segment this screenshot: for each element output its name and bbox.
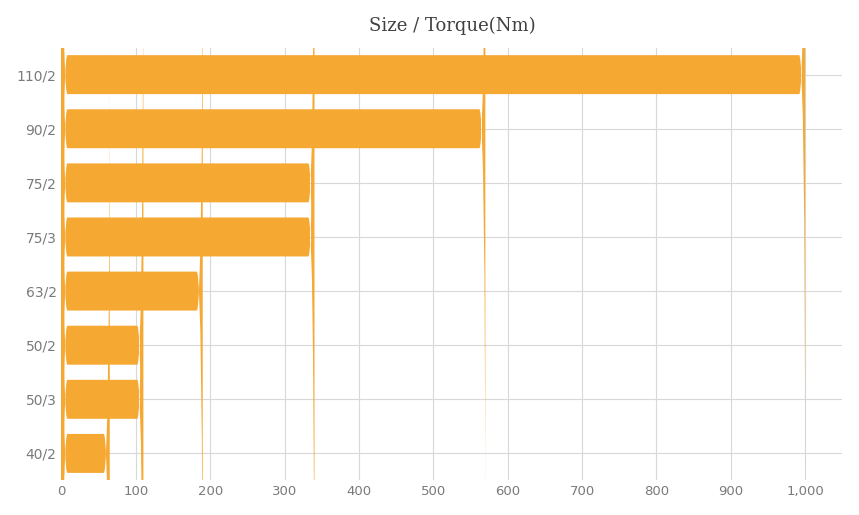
- FancyBboxPatch shape: [61, 40, 110, 515]
- FancyBboxPatch shape: [61, 0, 143, 515]
- FancyBboxPatch shape: [61, 0, 485, 515]
- FancyBboxPatch shape: [61, 0, 143, 515]
- FancyBboxPatch shape: [61, 0, 805, 488]
- Title: Size / Torque(Nm): Size / Torque(Nm): [369, 16, 535, 35]
- FancyBboxPatch shape: [61, 0, 314, 515]
- FancyBboxPatch shape: [61, 0, 203, 515]
- FancyBboxPatch shape: [61, 0, 314, 515]
